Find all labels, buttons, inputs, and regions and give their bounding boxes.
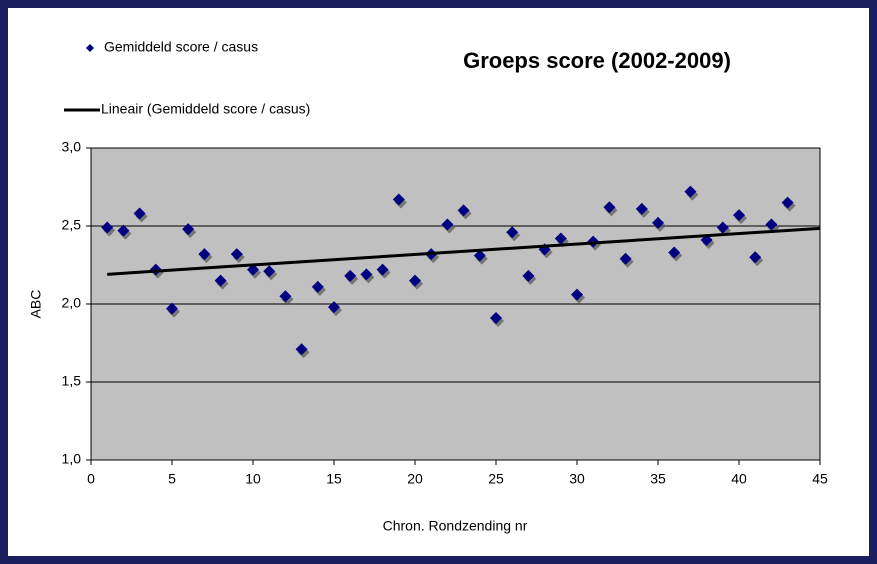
x-tick-label: 20: [407, 471, 423, 487]
point: [295, 343, 308, 356]
y-tick-label: 1,0: [62, 451, 82, 467]
x-axis-label: Chron. Rondzending nr: [383, 518, 528, 534]
point: [603, 201, 616, 214]
x-tick-label: 40: [731, 471, 747, 487]
point: [409, 274, 421, 287]
x-tick-label: 30: [569, 471, 585, 487]
point: [279, 290, 292, 303]
y-tick-label: 2,5: [62, 217, 82, 233]
point: [522, 269, 535, 282]
point: [376, 263, 389, 276]
x-tick-label: 10: [245, 471, 261, 487]
point: [166, 302, 178, 315]
point: [198, 248, 211, 261]
x-tick-label: 15: [326, 471, 342, 487]
x-tick-label: 0: [87, 471, 95, 487]
point: [490, 312, 502, 325]
point: [392, 193, 405, 206]
x-tick-label: 45: [812, 471, 828, 487]
point: [652, 216, 664, 229]
point: [230, 248, 243, 261]
point: [473, 249, 486, 262]
point: [214, 274, 227, 287]
point: [101, 221, 114, 234]
point: [749, 251, 762, 264]
point: [263, 265, 276, 278]
point: [668, 246, 681, 259]
y-axis-label: ABC: [28, 290, 44, 319]
x-tick-label: 5: [168, 471, 176, 487]
point: [457, 204, 470, 217]
y-tick-label: 3,0: [62, 139, 82, 155]
point: [635, 202, 648, 215]
point: [716, 221, 729, 234]
legend-label: Lineair (Gemiddeld score / casus): [101, 101, 310, 117]
legend-marker: [86, 44, 94, 52]
point: [441, 218, 454, 231]
point: [733, 209, 745, 222]
point: [247, 263, 259, 276]
y-tick-label: 1,5: [62, 373, 82, 389]
legend-label: Gemiddeld score / casus: [104, 39, 258, 55]
y-tick-label: 2,0: [62, 295, 82, 311]
point: [344, 269, 357, 282]
point: [554, 232, 567, 245]
point: [619, 252, 632, 265]
point: [117, 224, 130, 237]
trend-line: [107, 226, 821, 276]
point: [684, 185, 697, 198]
x-tick-label: 25: [488, 471, 504, 487]
chart-title: Groeps score (2002-2009): [463, 48, 731, 73]
point: [311, 280, 324, 293]
point: [133, 207, 146, 220]
point: [781, 196, 794, 209]
point: [506, 226, 519, 239]
point: [182, 223, 195, 236]
point: [360, 268, 373, 281]
point: [571, 288, 583, 301]
point: [328, 301, 340, 314]
x-tick-label: 35: [650, 471, 666, 487]
point: [765, 218, 778, 231]
